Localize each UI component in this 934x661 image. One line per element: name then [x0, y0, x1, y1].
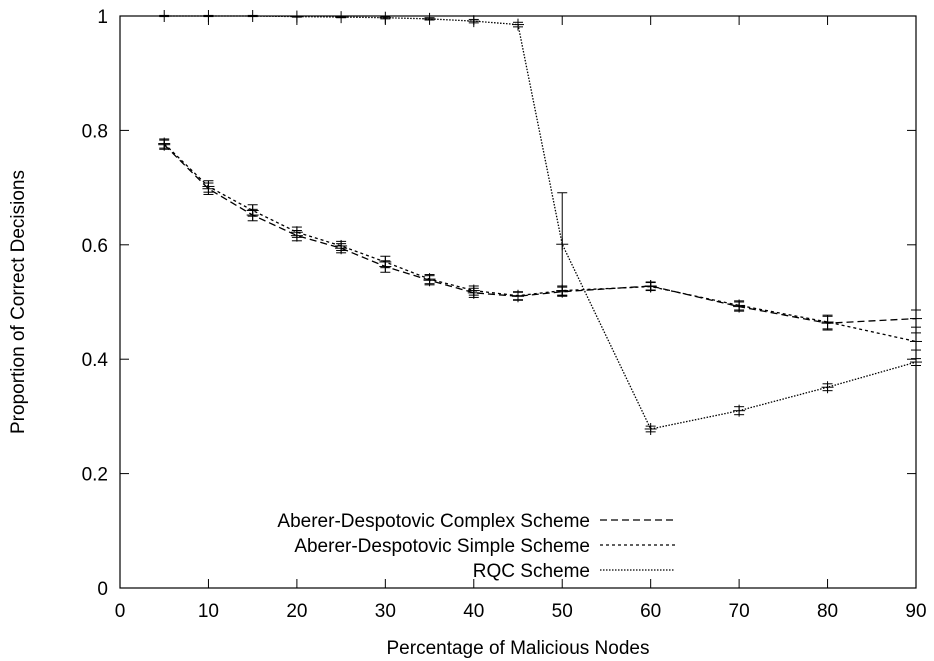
x-tick-label: 90 — [905, 601, 926, 622]
x-tick-label: 40 — [463, 601, 484, 622]
y-tick-label: 0.4 — [82, 350, 109, 371]
x-tick-label: 0 — [115, 601, 126, 622]
legend-label: Aberer-Despotovic Simple Scheme — [294, 536, 590, 557]
x-axis-label: Percentage of Malicious Nodes — [387, 638, 650, 659]
y-tick-label: 0.8 — [82, 121, 108, 142]
data-point — [423, 12, 436, 25]
legend: Aberer-Despotovic Complex Scheme Aberer-D… — [277, 511, 675, 582]
data-point — [556, 192, 569, 297]
x-tick-label: 80 — [817, 601, 838, 622]
x-tick-label: 10 — [198, 601, 219, 622]
series-1 — [158, 138, 922, 331]
data-point — [335, 11, 348, 24]
series-layer — [158, 10, 922, 435]
x-tick-label: 70 — [729, 601, 750, 622]
data-point — [379, 255, 392, 269]
x-tick-label: 60 — [640, 601, 661, 622]
data-point — [423, 273, 436, 286]
data-point — [467, 284, 480, 297]
legend-label: Aberer-Despotovic Complex Scheme — [277, 511, 590, 532]
data-point — [644, 280, 657, 293]
data-point — [379, 11, 392, 24]
series-2 — [158, 137, 922, 351]
plot-frame — [119, 15, 917, 589]
data-point — [821, 314, 834, 330]
y-tick-label: 0 — [97, 579, 108, 600]
data-point — [512, 18, 524, 31]
y-tick-label: 0.2 — [82, 465, 108, 486]
data-point — [335, 239, 348, 252]
series-line — [164, 15, 917, 430]
x-tick-label: 50 — [552, 601, 573, 622]
data-point — [512, 289, 524, 302]
data-point — [821, 381, 834, 394]
series-line — [163, 144, 917, 324]
data-point — [733, 299, 746, 312]
series-line — [163, 143, 917, 343]
axes: 0 10 20 30 40 50 60 70 80 90 0 0.2 0.4 0.6 0.8 1 — [82, 7, 927, 622]
y-axis-label: Proportion of Correct Decisions — [8, 170, 29, 434]
data-point — [158, 137, 171, 150]
data-point — [246, 204, 259, 217]
data-point — [202, 180, 215, 193]
legend-entry: RQC Scheme — [473, 561, 675, 582]
y-tick-label: 1 — [97, 7, 108, 28]
legend-entry: Aberer-Despotovic Complex Scheme — [277, 511, 675, 532]
data-point — [467, 15, 480, 28]
data-point — [733, 404, 746, 417]
data-point — [644, 422, 657, 435]
y-tick-label: 0.6 — [82, 236, 108, 257]
legend-entry: Aberer-Despotovic Simple Scheme — [294, 536, 675, 557]
legend-label: RQC Scheme — [473, 561, 590, 582]
x-tick-label: 30 — [375, 601, 396, 622]
data-point — [290, 226, 303, 239]
series-3 — [158, 10, 922, 435]
x-tick-label: 20 — [286, 601, 307, 622]
